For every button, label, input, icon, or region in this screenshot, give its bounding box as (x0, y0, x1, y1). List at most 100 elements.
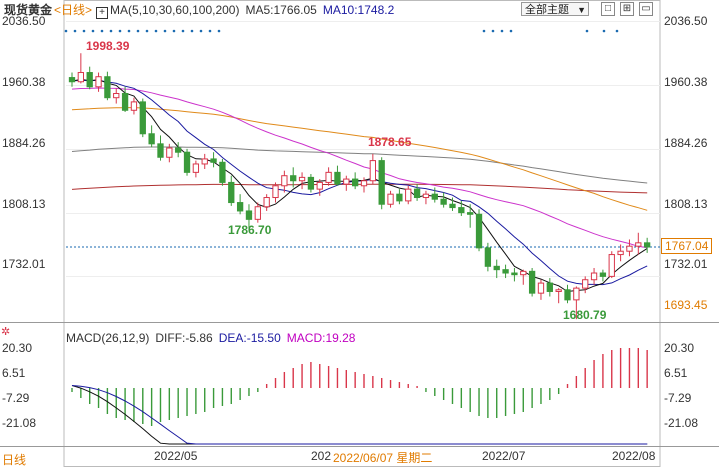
candle-body (157, 143, 164, 158)
candle (511, 267, 518, 282)
candle (360, 177, 368, 193)
event-marker (109, 29, 113, 33)
ma10-value: MA10:1748.2 (322, 3, 395, 17)
candle (484, 242, 492, 272)
x-axis-tick: 202 (311, 449, 332, 463)
candle-body (360, 180, 368, 187)
candle-body (175, 147, 182, 153)
event-marker (91, 29, 95, 33)
candle (192, 160, 200, 178)
macd-dea-line (71, 385, 648, 445)
candle (546, 278, 553, 297)
candle (413, 184, 421, 201)
candle (617, 244, 624, 262)
candle (564, 284, 571, 304)
candle (635, 232, 642, 255)
candle (219, 158, 226, 186)
candle-body (290, 175, 297, 182)
macd-panel (71, 348, 648, 445)
candle-body (458, 207, 465, 214)
candle (290, 167, 297, 188)
ma60-line (71, 107, 648, 211)
candle (608, 251, 615, 279)
candle (263, 194, 270, 211)
event-marker (199, 29, 203, 33)
window-icon[interactable]: ▭ (639, 2, 653, 16)
candle-body (502, 269, 509, 274)
high-annotation: 1998.39 (86, 39, 130, 53)
candle-body (263, 197, 270, 208)
candle (449, 197, 456, 211)
crosshair-date: 2022/06/07 星期二 (333, 451, 433, 465)
candle-body (113, 93, 120, 99)
grid-icon[interactable]: ⊞ (620, 2, 634, 16)
candle-body (537, 282, 545, 294)
price-axis-tick-left: 1884.26 (2, 136, 46, 150)
candle-body (236, 202, 244, 212)
checkbox-icon[interactable]: □ (601, 2, 615, 16)
candle-body (139, 101, 146, 135)
candle-body (325, 171, 332, 183)
event-marker (615, 29, 619, 33)
candle (502, 264, 509, 279)
candle (77, 53, 85, 84)
macd-axis-tick-left: -21.08 (2, 416, 37, 430)
candle-body (449, 203, 456, 209)
x-axis-tick: 2022/07 (482, 449, 526, 463)
ma-settings-label[interactable]: MA(5,10,30,60,100,200) (110, 3, 240, 17)
period-label[interactable]: <日线> (54, 3, 93, 17)
footer-period-label[interactable]: 日线 (2, 453, 27, 467)
macd-dea-value: DEA:-15.50 (218, 331, 281, 345)
range-low-tag: 1693.45 (664, 298, 708, 312)
candle-body (484, 247, 492, 267)
low-annotation: 1680.79 (563, 308, 607, 322)
candle-body (528, 270, 536, 294)
event-marker (509, 29, 513, 33)
candle (573, 286, 580, 320)
price-axis-tick-left: 1732.01 (2, 257, 46, 271)
candle (245, 204, 253, 231)
topic-select[interactable]: 全部主题 ▼ (521, 2, 589, 16)
event-marker (602, 29, 606, 33)
topic-select-value: 全部主题 (525, 4, 569, 16)
moving-average-lines (71, 78, 648, 293)
event-marker (118, 29, 122, 33)
gear-icon[interactable]: ✲ (1, 326, 11, 338)
candle-body (298, 176, 306, 182)
event-marker (585, 29, 589, 33)
candle-body (245, 210, 253, 220)
candle (175, 142, 182, 158)
candle-body (77, 72, 85, 83)
instrument-name[interactable]: 现货黄金 (4, 3, 53, 17)
candle-body (608, 254, 615, 277)
candle-body (626, 245, 633, 252)
candle (95, 72, 102, 92)
price-axis-tick: 1808.13 (664, 197, 708, 211)
price-axis-tick-left: 1960.38 (2, 75, 46, 89)
macd-label[interactable]: MACD(26,12,9) (66, 331, 150, 345)
candle-body (590, 272, 598, 281)
candle (166, 143, 173, 163)
candle-body (316, 181, 323, 190)
candle (254, 202, 261, 223)
event-marker (491, 29, 495, 33)
event-marker (64, 29, 68, 33)
ma100-line (71, 146, 648, 184)
event-marker (500, 29, 504, 33)
candle (86, 66, 93, 90)
candle-body (387, 193, 394, 205)
candle (475, 209, 483, 252)
candle (210, 152, 217, 168)
candle-body (254, 206, 261, 220)
macd-axis-tick-left: 20.30 (2, 341, 33, 355)
candle (183, 148, 191, 176)
candle (104, 71, 111, 101)
chevron-down-icon: ▼ (577, 5, 586, 15)
ma200-line (71, 183, 648, 194)
candle-body (210, 158, 217, 163)
candle-body (431, 193, 438, 200)
candle-body (228, 181, 235, 204)
add-indicator-icon[interactable]: + (96, 7, 109, 19)
candle (582, 276, 589, 294)
